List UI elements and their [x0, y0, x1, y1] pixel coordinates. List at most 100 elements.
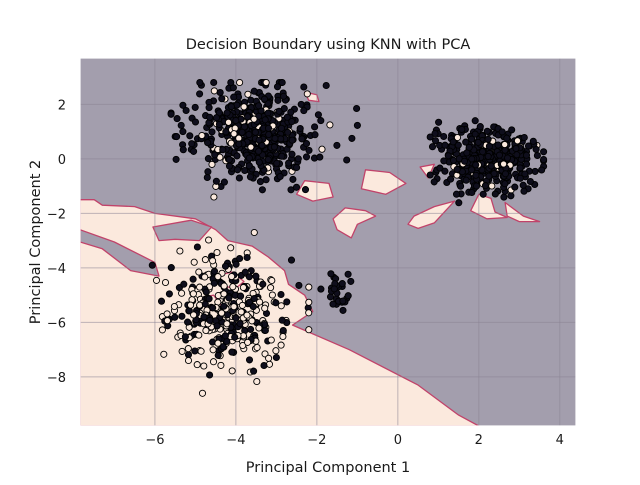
- data-point: [264, 155, 272, 164]
- data-point: [234, 166, 242, 174]
- data-point: [210, 87, 218, 95]
- data-point: [177, 121, 185, 129]
- x-axis-label: Principal Component 1: [246, 460, 410, 476]
- data-point: [212, 177, 220, 185]
- data-point: [167, 110, 175, 118]
- data-point: [507, 192, 515, 200]
- data-point: [287, 256, 296, 264]
- data-point: [204, 139, 212, 147]
- data-point: [288, 136, 296, 144]
- data-point: [245, 130, 253, 139]
- data-point: [259, 280, 267, 288]
- data-point: [219, 343, 227, 351]
- data-point: [171, 313, 179, 321]
- data-point: [500, 160, 508, 168]
- data-point: [538, 166, 546, 174]
- data-point: [285, 159, 293, 167]
- data-point: [225, 162, 234, 170]
- data-point: [157, 297, 166, 305]
- data-point: [520, 133, 528, 142]
- x-tick-label: −4: [226, 433, 245, 448]
- data-point: [202, 288, 210, 296]
- data-point: [232, 314, 240, 322]
- data-point: [435, 118, 443, 126]
- light-region-1: [295, 180, 334, 202]
- data-point: [524, 142, 533, 150]
- data-point: [208, 128, 216, 136]
- data-point: [227, 78, 235, 87]
- data-point: [170, 302, 178, 311]
- data-point: [472, 161, 480, 169]
- data-point: [338, 280, 346, 288]
- data-point: [498, 128, 506, 136]
- data-point: [280, 92, 288, 100]
- data-point: [508, 126, 516, 134]
- data-point: [272, 347, 280, 355]
- data-point: [343, 156, 351, 164]
- data-point: [201, 300, 209, 308]
- plot-frame: [79, 57, 577, 427]
- data-point: [235, 174, 243, 182]
- y-axis-label: Principal Component 2: [28, 160, 44, 324]
- data-point: [172, 155, 180, 163]
- data-point: [468, 135, 476, 143]
- data-point: [276, 172, 284, 181]
- data-point: [163, 317, 171, 325]
- data-point: [268, 291, 276, 299]
- data-point: [522, 160, 531, 168]
- data-point: [468, 155, 476, 163]
- data-point: [233, 152, 241, 160]
- data-point: [501, 180, 509, 188]
- data-point: [244, 90, 252, 98]
- data-point: [209, 304, 217, 312]
- data-point: [244, 338, 252, 346]
- data-point: [209, 257, 217, 265]
- data-point: [255, 147, 263, 155]
- data-point: [436, 164, 444, 172]
- data-point: [293, 163, 301, 172]
- data-point: [213, 248, 221, 257]
- data-point: [213, 322, 221, 330]
- data-point: [521, 170, 529, 178]
- data-point: [513, 137, 522, 145]
- data-point: [305, 309, 313, 317]
- data-point: [205, 295, 213, 303]
- data-point: [178, 289, 186, 297]
- data-point: [483, 127, 491, 135]
- x-tick-label: −6: [145, 433, 164, 448]
- data-point: [196, 283, 204, 291]
- data-point: [305, 326, 313, 334]
- data-point: [283, 298, 291, 306]
- y-tick-label: −4: [47, 262, 66, 277]
- data-point: [479, 190, 487, 198]
- data-point: [277, 290, 285, 299]
- data-point: [317, 285, 325, 293]
- data-point: [239, 283, 247, 292]
- data-point: [237, 292, 245, 300]
- data-point: [230, 93, 238, 101]
- data-point: [449, 138, 457, 146]
- data-point: [277, 302, 285, 310]
- data-point: [188, 140, 196, 148]
- data-point: [485, 142, 493, 150]
- data-point: [238, 301, 246, 309]
- data-point: [348, 134, 356, 142]
- data-point: [193, 361, 201, 369]
- data-point: [250, 294, 258, 303]
- data-point: [311, 131, 319, 139]
- data-point: [531, 167, 539, 175]
- data-point: [440, 132, 448, 141]
- data-point: [272, 299, 280, 307]
- data-point: [196, 90, 204, 98]
- data-point: [261, 304, 269, 312]
- data-point: [245, 356, 254, 364]
- data-point: [526, 177, 534, 186]
- data-point: [330, 285, 338, 293]
- y-tick-label: −8: [47, 371, 66, 386]
- data-point: [353, 104, 361, 113]
- data-point: [278, 316, 286, 324]
- data-point: [300, 107, 308, 115]
- data-point: [250, 115, 258, 123]
- data-point: [258, 186, 266, 194]
- data-point: [476, 123, 484, 131]
